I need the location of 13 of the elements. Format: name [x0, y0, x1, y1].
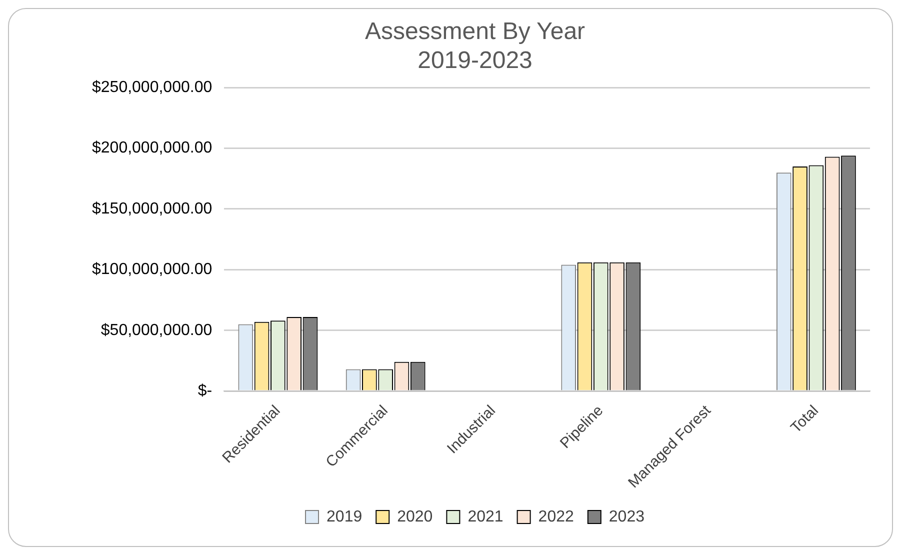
- y-tick-label: $-: [198, 382, 212, 400]
- text: 2019-2023: [418, 46, 532, 74]
- text: Assessment By Year: [364, 18, 586, 46]
- legend-label: 2021: [468, 508, 504, 526]
- y-tick-label: $200,000,000.00: [92, 140, 212, 157]
- y-tick-label: $100,000,000.00: [92, 261, 212, 278]
- y-tick-label: $50,000,000.00: [100, 322, 212, 339]
- y-tick-label: $250,000,000.00: [92, 79, 212, 96]
- legend-label: 2019: [326, 508, 362, 526]
- legend-label: 2023: [608, 508, 645, 526]
- legend-label: 2020: [397, 508, 433, 526]
- y-tick-label: $150,000,000.00: [92, 200, 212, 218]
- legend-label: 2022: [538, 508, 574, 526]
